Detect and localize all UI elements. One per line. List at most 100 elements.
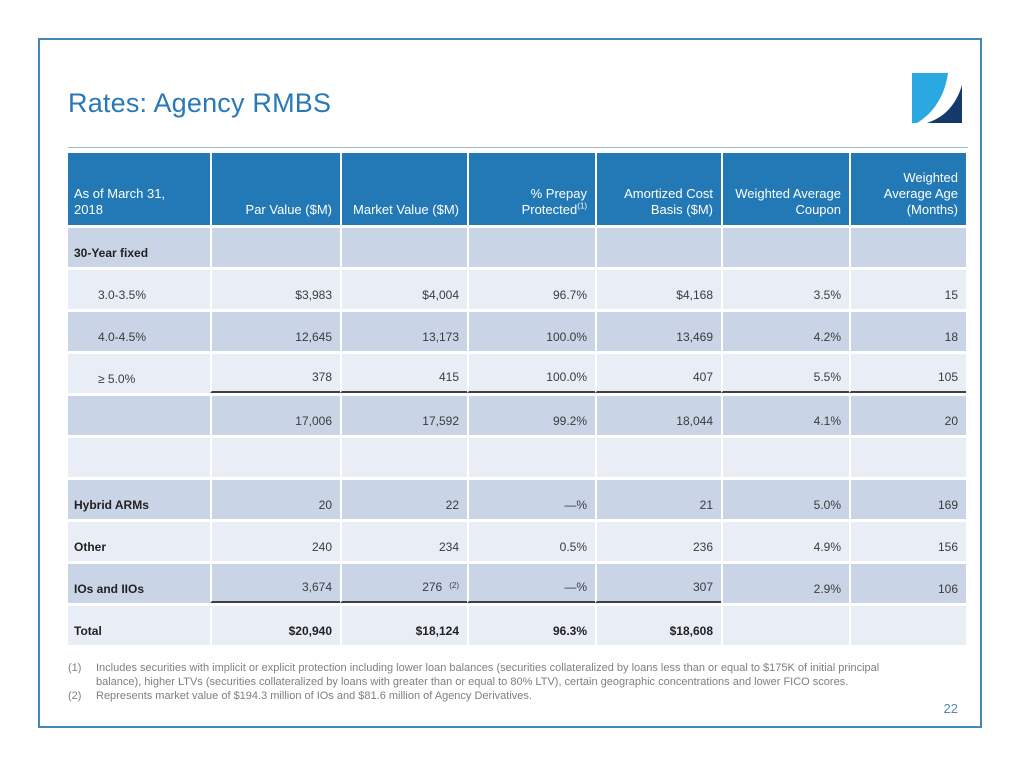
cell-value: $3,983 <box>210 267 340 309</box>
cell-value: 378 <box>210 351 340 393</box>
cell-value: 13,469 <box>595 309 721 351</box>
cell-value <box>849 225 966 267</box>
cell-value <box>721 435 849 477</box>
cell-value: 22 <box>340 477 467 519</box>
column-header: Weighted Average Age (Months) <box>849 153 966 225</box>
cell-value: 21 <box>595 477 721 519</box>
table-body: 30-Year fixed 3.0-3.5% $3,983 $4,004 96.7% $4… <box>68 225 966 645</box>
cell-value: 20 <box>849 393 966 435</box>
footnote-number: (1) <box>68 662 82 674</box>
page-number: 22 <box>943 701 958 716</box>
row-label <box>68 435 210 477</box>
cell-value: 106 <box>849 561 966 603</box>
row-label: Total <box>68 603 210 645</box>
cell-value: $4,004 <box>340 267 467 309</box>
column-header: As of March 31, 2018 <box>68 153 210 225</box>
cell-value: 18,044 <box>595 393 721 435</box>
row-label: Other <box>68 519 210 561</box>
cell-value <box>467 435 595 477</box>
cell-value: 4.1% <box>721 393 849 435</box>
cell-value <box>721 225 849 267</box>
cell-value: 0.5% <box>467 519 595 561</box>
cell-value: 5.5% <box>721 351 849 393</box>
cell-value: 234 <box>340 519 467 561</box>
cell-value: $4,168 <box>595 267 721 309</box>
cell-value: 4.2% <box>721 309 849 351</box>
cell-value: 17,006 <box>210 393 340 435</box>
cell-value <box>595 225 721 267</box>
page-title: Rates: Agency RMBS <box>68 88 332 118</box>
footnote-text: Includes securities with implicit or exp… <box>96 662 880 688</box>
cell-value: 5.0% <box>721 477 849 519</box>
cell-value: 17,592 <box>340 393 467 435</box>
cell-value: $20,940 <box>210 603 340 645</box>
cell-value: $18,608 <box>595 603 721 645</box>
row-label <box>68 393 210 435</box>
cell-value <box>210 435 340 477</box>
table-row: 30-Year fixed <box>68 225 966 267</box>
cell-value: 236 <box>595 519 721 561</box>
cell-value: 96.7% <box>467 267 595 309</box>
table-row: Hybrid ARMs 20 22 —% 21 5.0% 169 <box>68 477 966 519</box>
cell-value: 100.0% <box>467 309 595 351</box>
footnote-1: (1) Includes securities with implicit or… <box>68 662 898 689</box>
cell-value <box>467 225 595 267</box>
cell-value: 156 <box>849 519 966 561</box>
table-row: Total $20,940 $18,124 96.3% $18,608 <box>68 603 966 645</box>
table-row: 4.0-4.5% 12,645 13,173 100.0% 13,469 4.2% 18 <box>68 309 966 351</box>
cell-value <box>849 603 966 645</box>
cell-value: 407 <box>595 351 721 393</box>
column-header: Weighted Average Coupon <box>721 153 849 225</box>
row-label: 3.0-3.5% <box>68 267 210 309</box>
column-header: Market Value ($M) <box>340 153 467 225</box>
slide-frame: Rates: Agency RMBS As of March 31, 2018 Pa… <box>38 38 982 728</box>
footnote-number: (2) <box>68 690 82 702</box>
column-header: % Prepay Protected(1) <box>467 153 595 225</box>
company-logo-icon <box>912 73 962 123</box>
cell-value: 96.3% <box>467 603 595 645</box>
column-header: Amortized Cost Basis ($M) <box>595 153 721 225</box>
row-label: 30-Year fixed <box>68 225 210 267</box>
table-row: Other 240 234 0.5% 236 4.9% 156 <box>68 519 966 561</box>
cell-value: 2.9% <box>721 561 849 603</box>
row-label: IOs and IIOs <box>68 561 210 603</box>
cell-value: 307 <box>595 561 721 603</box>
cell-value: 99.2% <box>467 393 595 435</box>
footnote-2: (2) Represents market value of $194.3 mi… <box>68 690 898 704</box>
footnotes: (1) Includes securities with implicit or… <box>68 662 898 705</box>
cell-value: 105 <box>849 351 966 393</box>
cell-value: 13,173 <box>340 309 467 351</box>
cell-value <box>849 435 966 477</box>
cell-value: 4.9% <box>721 519 849 561</box>
cell-value <box>595 435 721 477</box>
cell-value <box>210 225 340 267</box>
cell-value <box>340 225 467 267</box>
table-header: As of March 31, 2018 Par Value ($M) Market … <box>68 153 966 225</box>
table-row: 17,006 17,592 99.2% 18,044 4.1% 20 <box>68 393 966 435</box>
row-label: 4.0-4.5% <box>68 309 210 351</box>
cell-value: —% <box>467 561 595 603</box>
row-label: Hybrid ARMs <box>68 477 210 519</box>
cell-value: $18,124 <box>340 603 467 645</box>
cell-value: 415 <box>340 351 467 393</box>
table-row: 3.0-3.5% $3,983 $4,004 96.7% $4,168 3.5% 15 <box>68 267 966 309</box>
cell-value: 20 <box>210 477 340 519</box>
cell-value: —% <box>467 477 595 519</box>
footnote-text: Represents market value of $194.3 millio… <box>96 690 532 702</box>
table-row: IOs and IIOs 3,674 276 (2) —% 307 2.9% 106 <box>68 561 966 603</box>
cell-value: 12,645 <box>210 309 340 351</box>
cell-value: 100.0% <box>467 351 595 393</box>
title-divider <box>68 147 968 148</box>
cell-value: 169 <box>849 477 966 519</box>
cell-value <box>340 435 467 477</box>
table-row: ≥ 5.0% 378 415 100.0% 407 5.5% 105 <box>68 351 966 393</box>
rmbs-table: As of March 31, 2018 Par Value ($M) Market … <box>68 153 966 645</box>
cell-value: 240 <box>210 519 340 561</box>
cell-value: 15 <box>849 267 966 309</box>
column-header: Par Value ($M) <box>210 153 340 225</box>
table-row <box>68 435 966 477</box>
row-label: ≥ 5.0% <box>68 351 210 393</box>
cell-value: 3.5% <box>721 267 849 309</box>
cell-value: 276 (2) <box>340 561 467 603</box>
cell-value: 18 <box>849 309 966 351</box>
